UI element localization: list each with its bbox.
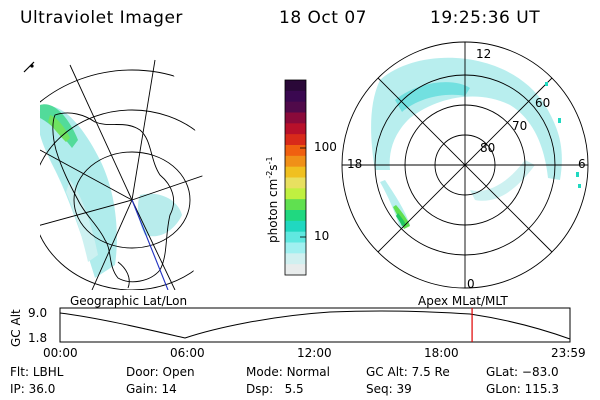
polar-map (341, 41, 589, 289)
colorbar-unit-label: photon cm-2s-1 (265, 156, 280, 243)
colorbar-band (285, 134, 306, 146)
colorbar-band (285, 242, 306, 254)
filter-status: Flt: LBHL (10, 365, 64, 379)
altitude-ytick-high: 9.0 (28, 306, 48, 320)
geo-longitude-status: GLon: 115.3 (486, 382, 559, 396)
colorbar-tick-100: 100 (314, 140, 337, 154)
altitude-plot (59, 307, 571, 343)
colorbar-band (285, 253, 306, 265)
colorbar-band (285, 264, 306, 276)
altitude-ytick-low: 1.8 (28, 331, 48, 345)
meridian-line (40, 199, 133, 229)
terminator-line (131, 199, 169, 290)
colorbar-band (285, 155, 306, 168)
colorbar-band (285, 231, 306, 243)
colorbar-band (285, 177, 306, 189)
time-tick-2359: 23:59 (551, 346, 586, 360)
mlt-label-18: 18 (347, 157, 363, 171)
time-tick-1200: 12:00 (297, 346, 332, 360)
colorbar (285, 80, 306, 276)
gain-status: Gain: 14 (126, 382, 177, 396)
left-map-caption: Geographic Lat/Lon (70, 294, 188, 308)
meridian-line (131, 174, 205, 201)
colorbar-tick-10: 10 (314, 229, 330, 243)
geographic-map (40, 40, 205, 290)
meridian-line (40, 149, 133, 201)
colorbar-band (285, 188, 306, 200)
north-pointer (23, 61, 35, 73)
colorbar-band (285, 145, 306, 157)
colorbar-band (285, 199, 306, 211)
meridian-diagonal (377, 77, 553, 253)
colorbar-band (285, 101, 306, 113)
colorbar-band (285, 123, 306, 135)
altitude-ylabel: GC Alt (9, 309, 23, 347)
door-status: Door: Open (126, 365, 195, 379)
coastline-segment (117, 261, 130, 289)
aurora-emission-right (371, 57, 562, 229)
mlat-label-80: 80 (480, 141, 496, 155)
mlat-label-60: 60 (535, 96, 551, 110)
time-tick-0600: 06:00 (170, 346, 205, 360)
observation-time: 19:25:36 UT (430, 8, 541, 28)
colorbar-band (285, 210, 306, 222)
observation-date: 18 Oct 07 (279, 8, 367, 28)
latitude-ring-mid (40, 109, 205, 290)
colorbar-band (285, 166, 306, 178)
geo-latitude-status: GLat: −83.0 (486, 365, 559, 379)
mlt-label-0: 0 (467, 277, 475, 291)
colorbar-band (285, 80, 306, 92)
mlat-label-70: 70 (512, 119, 528, 133)
ip-status: IP: 36.0 (10, 382, 56, 396)
meridian-line (131, 199, 176, 290)
latitude-ring-inner (73, 151, 191, 249)
instrument-title: Ultraviolet Imager (20, 8, 183, 28)
mode-status: Mode: Normal (246, 365, 330, 379)
colorbar-band (285, 220, 306, 233)
altitude-plot-frame (59, 307, 571, 343)
colorbar-band (285, 112, 306, 124)
dsp-status: Dsp: 5.5 (246, 382, 304, 396)
time-tick-1800: 18:00 (424, 346, 459, 360)
altitude-curve (59, 310, 571, 340)
gc-altitude-status: GC Alt: 7.5 Re (366, 365, 450, 379)
time-tick-0000: 00:00 (43, 346, 78, 360)
aurora-emission-left (40, 104, 182, 278)
edge-emission-dots (545, 82, 581, 188)
meridian-line (91, 199, 133, 290)
mlt-label-6: 6 (578, 157, 586, 171)
meridian-line (69, 64, 133, 201)
colorbar-band (285, 90, 306, 103)
sequence-status: Seq: 39 (366, 382, 412, 396)
mlt-label-12: 12 (476, 47, 492, 61)
latitude-ring-outer (40, 69, 205, 290)
right-map-caption: Apex MLat/MLT (418, 294, 508, 308)
colorbar-frame (284, 79, 307, 276)
meridian-line (131, 59, 156, 201)
